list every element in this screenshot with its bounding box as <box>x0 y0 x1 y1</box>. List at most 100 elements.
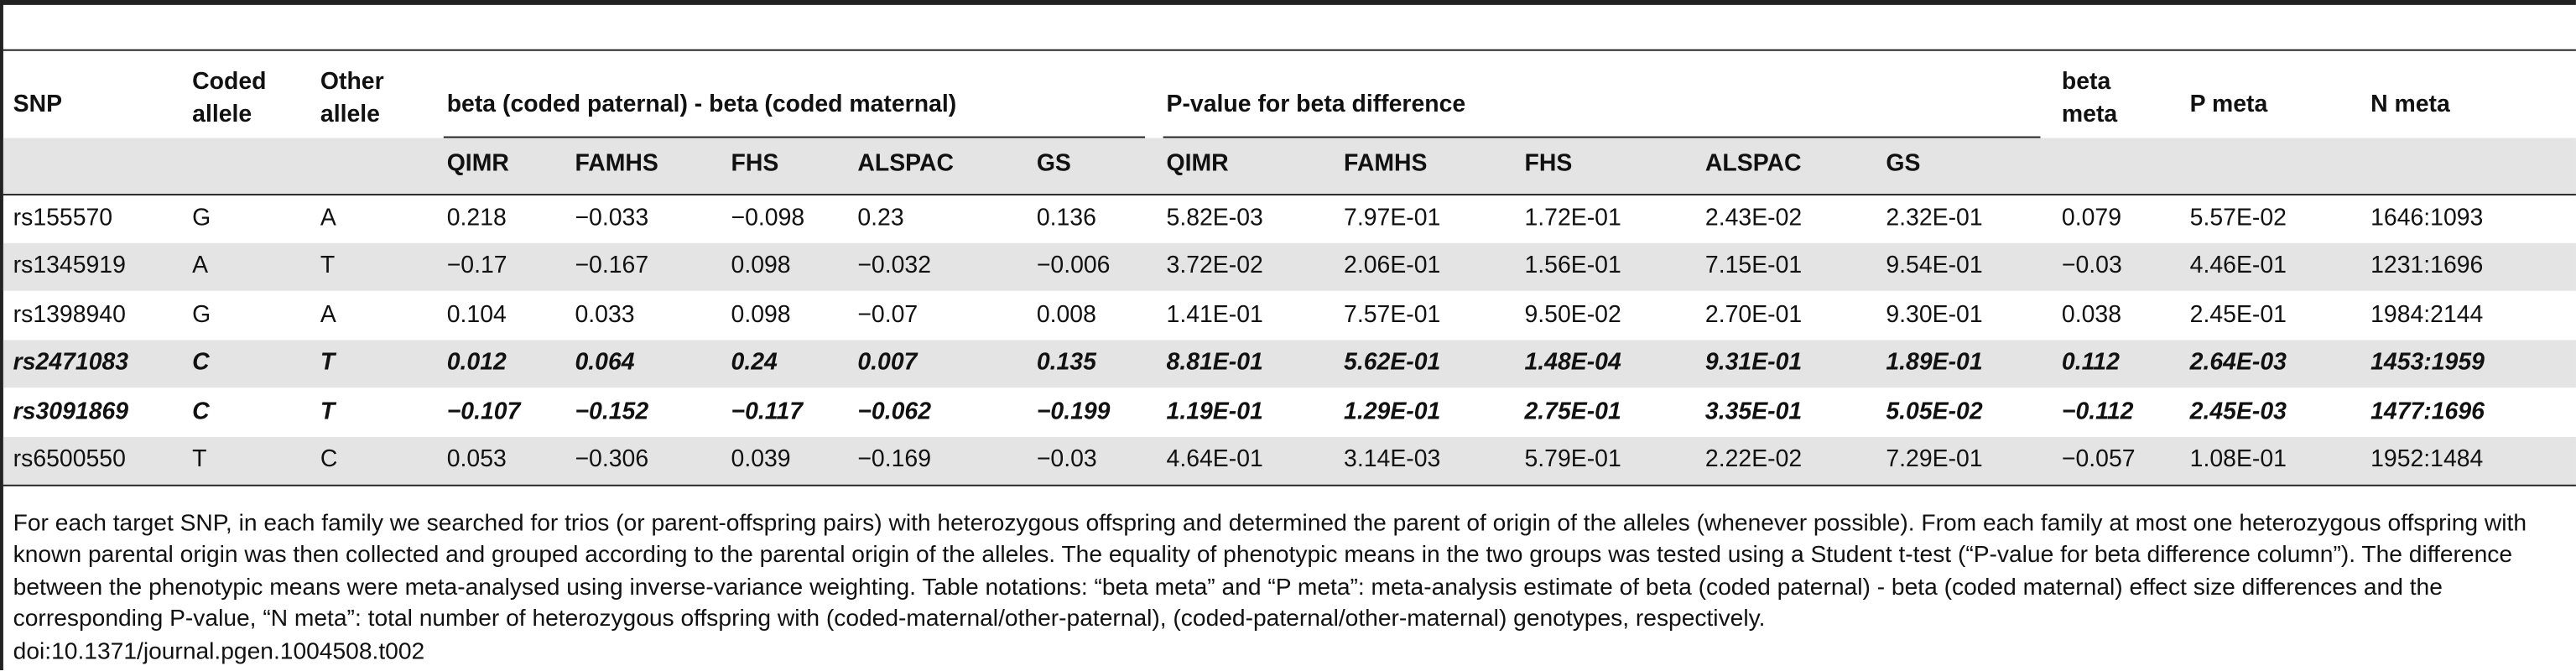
cell: 0.064 <box>575 350 635 377</box>
cell: 7.29E-01 <box>1886 446 1983 474</box>
cell: 0.038 <box>2061 301 2122 328</box>
cell: −0.03 <box>1036 446 1097 474</box>
cell: 1477:1696 <box>2370 398 2485 425</box>
cell: 0.112 <box>2061 350 2120 377</box>
row-band <box>3 339 2576 388</box>
cell: 2.45E-03 <box>2189 398 2287 425</box>
cell: −0.07 <box>857 301 919 328</box>
cell: −0.107 <box>446 398 521 425</box>
column-header: beta (coded paternal) - beta (coded mate… <box>446 91 957 119</box>
cell: 1231:1696 <box>2370 252 2484 279</box>
group-underline <box>443 135 1146 138</box>
cell: 0.218 <box>446 204 507 231</box>
cell: rs3091869 <box>13 398 129 425</box>
column-subheader: GS <box>1036 151 1071 178</box>
cell: −0.152 <box>575 398 649 425</box>
column-subheader: FHS <box>731 151 779 178</box>
cell: T <box>320 252 336 279</box>
cell: 0.098 <box>731 252 791 279</box>
cell: rs1398940 <box>13 301 126 328</box>
cell: 2.45E-01 <box>2189 301 2287 328</box>
column-subheader: QIMR <box>1166 151 1229 178</box>
cell: −0.062 <box>857 398 932 425</box>
cell: A <box>192 252 209 279</box>
rule <box>3 484 2576 486</box>
subheader-band <box>3 138 2576 195</box>
cell: rs1345919 <box>13 252 126 279</box>
cell: 9.54E-01 <box>1886 252 1983 279</box>
cell: 1646:1093 <box>2370 204 2484 231</box>
cell: −0.03 <box>2061 252 2122 279</box>
cell: 3.72E-02 <box>1166 252 1263 279</box>
column-subheader: FHS <box>1524 151 1573 178</box>
cell: 7.57E-01 <box>1344 301 1441 328</box>
cell: 1.29E-01 <box>1344 398 1441 425</box>
cell: 0.24 <box>731 350 778 377</box>
cell: 2.32E-01 <box>1886 204 1983 231</box>
left-border <box>0 0 3 671</box>
cell: 1.19E-01 <box>1166 398 1263 425</box>
cell: −0.117 <box>731 398 804 425</box>
cell: 0.098 <box>731 301 791 328</box>
cell: 8.81E-01 <box>1166 350 1263 377</box>
column-subheader: GS <box>1886 151 1921 178</box>
cell: 2.70E-01 <box>1704 301 1803 328</box>
column-subheader: FAMHS <box>575 151 658 178</box>
column-header: Other allele <box>320 69 384 128</box>
column-subheader: ALSPAC <box>857 151 955 178</box>
column-subheader: QIMR <box>446 151 509 178</box>
cell: 1.89E-01 <box>1886 350 1983 377</box>
cell: T <box>320 398 336 425</box>
cell: 0.079 <box>2061 204 2122 231</box>
cell: 0.23 <box>857 204 904 231</box>
cell: 5.79E-01 <box>1524 446 1621 474</box>
column-subheader: ALSPAC <box>1704 151 1802 178</box>
cell: 3.35E-01 <box>1704 398 1803 425</box>
cell: −0.006 <box>1036 252 1111 279</box>
cell: 7.15E-01 <box>1704 252 1803 279</box>
cell: −0.098 <box>731 204 805 231</box>
cell: −0.112 <box>2061 398 2134 425</box>
cell: 2.64E-03 <box>2189 350 2287 377</box>
cell: 5.82E-03 <box>1166 204 1263 231</box>
cell: A <box>320 301 336 328</box>
cell: 2.22E-02 <box>1704 446 1803 474</box>
cell: C <box>192 398 210 425</box>
cell: C <box>320 446 338 474</box>
cell: −0.032 <box>857 252 932 279</box>
column-header: SNP <box>13 91 63 119</box>
cell: 5.57E-02 <box>2189 204 2287 231</box>
cell: 5.05E-02 <box>1886 398 1983 425</box>
cell: 0.053 <box>446 446 507 474</box>
cell: 0.007 <box>857 350 918 377</box>
cell: G <box>192 301 211 328</box>
cell: 4.64E-01 <box>1166 446 1263 474</box>
cell: 5.62E-01 <box>1344 350 1441 377</box>
cell: 9.31E-01 <box>1704 350 1803 377</box>
cell: 2.06E-01 <box>1344 252 1441 279</box>
cell: 7.97E-01 <box>1344 204 1441 231</box>
cell: −0.306 <box>575 446 649 474</box>
cell: 0.104 <box>446 301 507 328</box>
cell: 0.008 <box>1036 301 1096 328</box>
cell: −0.167 <box>575 252 649 279</box>
cell: 3.14E-03 <box>1344 446 1441 474</box>
cell: T <box>320 350 336 377</box>
row-band <box>3 435 2576 485</box>
doi: doi:10.1371/journal.pgen.1004508.t002 <box>13 638 425 666</box>
cell: −0.033 <box>575 204 649 231</box>
cell: 2.75E-01 <box>1524 398 1621 425</box>
cell: G <box>192 204 211 231</box>
cell: A <box>320 204 336 231</box>
cell: −0.199 <box>1036 398 1111 425</box>
cell: 0.033 <box>575 301 635 328</box>
cell: 1.08E-01 <box>2189 446 2287 474</box>
cell: C <box>192 350 210 377</box>
cell: 1952:1484 <box>2370 446 2484 474</box>
column-header: beta meta <box>2061 69 2118 128</box>
cell: −0.17 <box>446 252 507 279</box>
cell: 1.56E-01 <box>1524 252 1621 279</box>
rule <box>3 194 2576 196</box>
footnote: For each target SNP, in each family we s… <box>13 511 2527 633</box>
top-border <box>0 0 2576 5</box>
